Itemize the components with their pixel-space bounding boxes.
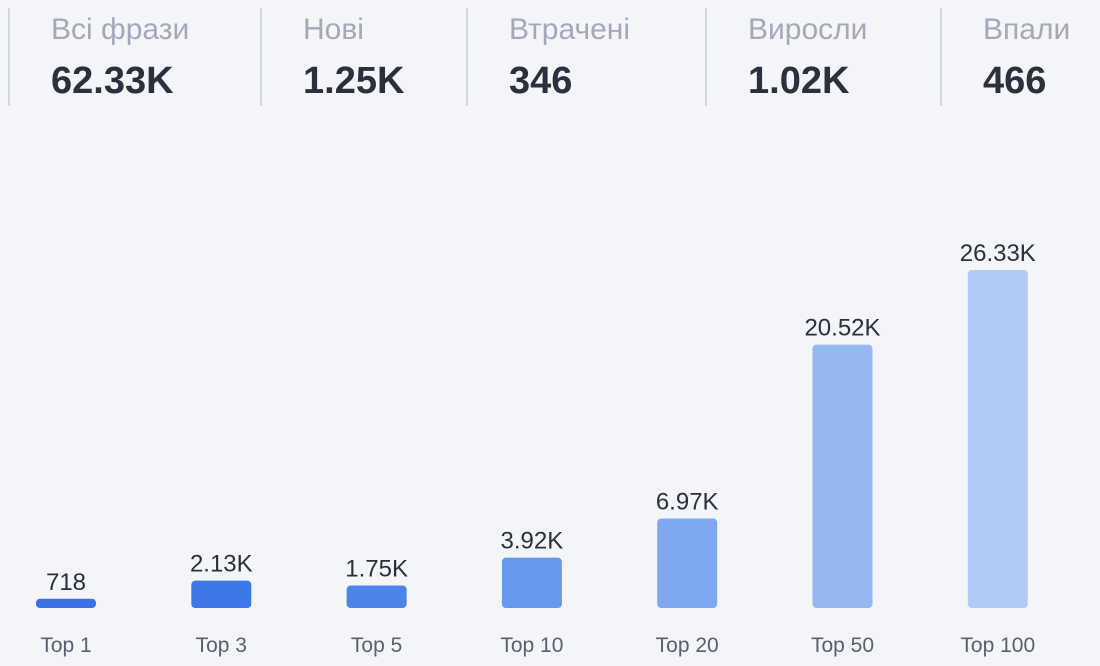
stat-label: Впали [983, 13, 1071, 46]
bar-value-label: 20.52K [804, 315, 880, 342]
category-label: Top 20 [656, 634, 719, 657]
bar-value-label: 6.97K [656, 489, 719, 516]
stat-label: Всі фрази [51, 13, 190, 46]
category-label: Top 10 [500, 634, 563, 657]
category-label: Top 5 [351, 634, 402, 657]
stat-value: 346 [509, 60, 573, 102]
bar-top-20[interactable] [657, 518, 718, 608]
stat-label: Виросли [748, 13, 868, 46]
category-label: Top 100 [960, 634, 1035, 657]
stat-grew[interactable]: Виросли 1.02K [705, 8, 940, 106]
bar-value-label: 1.75K [345, 556, 408, 583]
stat-all-phrases[interactable]: Всі фрази 62.33K [8, 8, 258, 106]
category-label: Top 3 [196, 634, 247, 657]
bar-value-label: 2.13K [190, 551, 253, 578]
bar-top-5[interactable] [346, 585, 407, 608]
stat-new[interactable]: Нові 1.25K [260, 8, 466, 106]
stat-value: 466 [983, 60, 1047, 102]
bar-top-100[interactable] [967, 270, 1028, 608]
bar-top-1[interactable] [36, 598, 96, 608]
stat-value: 62.33K [51, 60, 174, 102]
bar-top-10[interactable] [501, 557, 562, 608]
bar-value-label: 718 [46, 569, 86, 596]
category-label: Top 1 [40, 634, 91, 657]
stats-bar: Всі фрази 62.33K Нові 1.25K Втрачені 346… [0, 0, 1100, 110]
bar-top-50[interactable] [812, 344, 873, 608]
stat-fell[interactable]: Впали 466 [940, 8, 1100, 106]
category-label: Top 50 [811, 634, 874, 657]
bar-value-label: 3.92K [501, 528, 564, 555]
stat-label: Нові [303, 13, 364, 46]
stat-value: 1.02K [748, 60, 850, 102]
bar-top-3[interactable] [191, 580, 252, 608]
stat-value: 1.25K [303, 60, 405, 102]
bar-value-label: 26.33K [960, 240, 1036, 267]
stat-label: Втрачені [509, 13, 631, 46]
stat-lost[interactable]: Втрачені 346 [466, 8, 705, 106]
